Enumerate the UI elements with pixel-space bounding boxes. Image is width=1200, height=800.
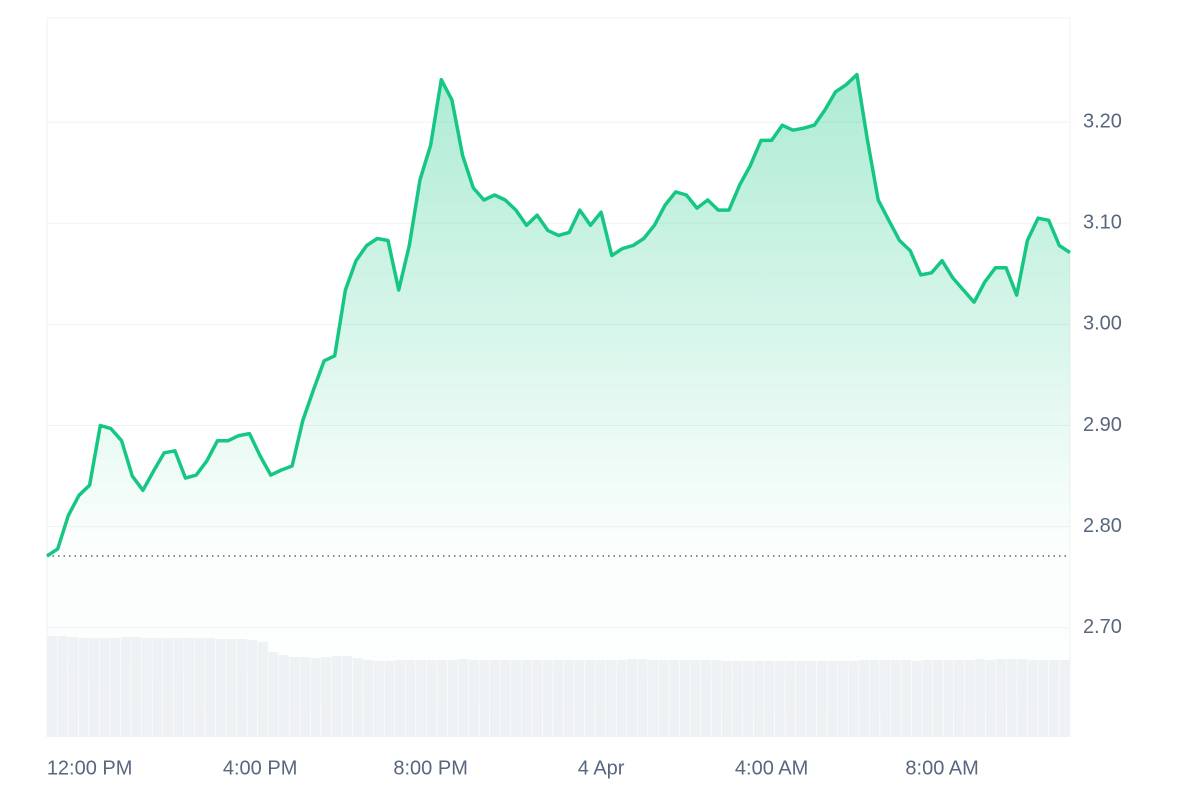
y-tick-label: 2.80: [1083, 515, 1122, 537]
x-tick-label: 4:00 PM: [223, 757, 297, 779]
x-tick-label: 12:00 PM: [47, 757, 133, 779]
price-line: [46, 72, 1071, 558]
y-tick-label: 3.20: [1083, 110, 1122, 132]
x-tick-label: 4:00 AM: [735, 757, 808, 779]
x-tick-label: 4 Apr: [578, 757, 625, 779]
y-tick-label: 3.10: [1083, 212, 1122, 234]
y-tick-label: 2.70: [1083, 616, 1122, 638]
x-tick-label: 8:00 AM: [905, 757, 978, 779]
price-area: [47, 74, 1070, 738]
x-tick-label: 8:00 PM: [393, 757, 467, 779]
y-tick-label: 2.90: [1083, 414, 1122, 436]
y-tick-label: 3.00: [1083, 313, 1122, 335]
